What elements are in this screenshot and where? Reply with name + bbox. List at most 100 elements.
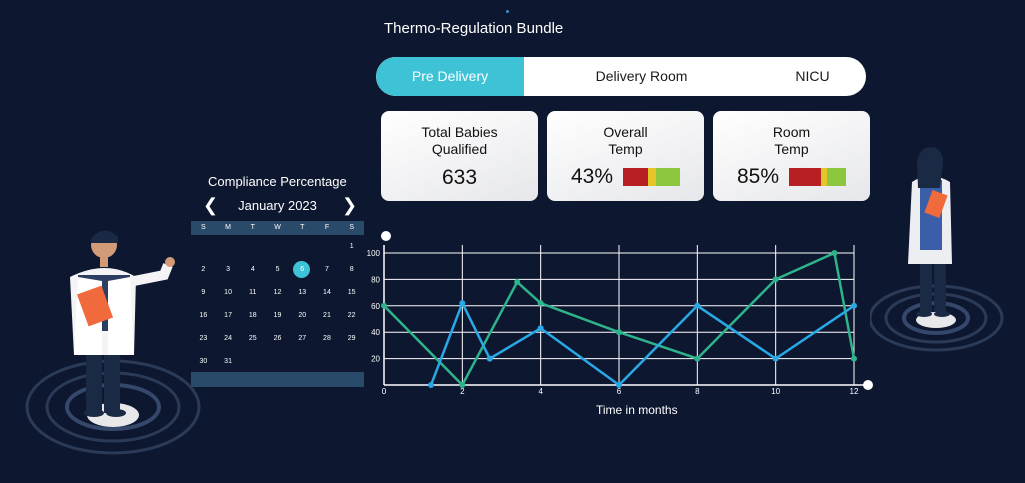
card-room-temp: Room Temp 85% <box>713 111 870 201</box>
nurse-illustration <box>870 147 1004 352</box>
calendar-day[interactable]: 5 <box>275 266 280 273</box>
y-tick-label: 60 <box>371 302 380 311</box>
data-point <box>694 302 701 309</box>
calendar-day[interactable]: 1 <box>349 243 354 250</box>
calendar-month-label: January 2023 <box>238 198 317 213</box>
card-total-babies: Total Babies Qualified 633 <box>381 111 538 201</box>
weekday-label: M <box>225 224 231 231</box>
data-point <box>616 329 622 336</box>
calendar-empty-cell <box>265 350 290 373</box>
y-tick-label: 40 <box>371 328 380 337</box>
top-indicator-dot <box>506 10 509 13</box>
data-point <box>486 355 493 362</box>
calendar-week-row: 23 24 25 26 27 28 29 <box>191 327 364 350</box>
y-tick-label: 20 <box>371 355 380 364</box>
data-point <box>459 382 466 388</box>
data-point <box>772 355 779 362</box>
temp-scale-bar <box>789 168 847 186</box>
calendar-week-row: 16 17 18 19 20 21 22 <box>191 304 364 327</box>
calendar-day[interactable]: 23 <box>199 335 208 342</box>
calendar-empty-cell <box>315 350 340 373</box>
calendar-day[interactable]: 29 <box>347 335 356 342</box>
calendar-day[interactable]: 8 <box>349 266 354 273</box>
calendar-empty-cell <box>265 235 290 258</box>
calendar-day[interactable]: 25 <box>248 335 257 342</box>
card-value: 43% <box>570 165 614 188</box>
calendar-empty-cell <box>339 350 364 373</box>
x-tick-label: 6 <box>617 387 622 396</box>
calendar-empty-cell <box>240 350 265 373</box>
calendar-day[interactable]: 10 <box>224 289 232 296</box>
x-tick-label: 10 <box>771 387 780 396</box>
line-chart: 20 40 60 80 100 0 2 4 6 8 10 12 <box>367 231 873 396</box>
calendar-day[interactable]: 4 <box>250 266 255 273</box>
card-title-line2: Temp <box>774 141 809 157</box>
series-line-1 <box>429 300 855 387</box>
chevron-left-icon[interactable]: ❮ <box>203 195 219 215</box>
calendar-grid: 1 2 3 4 5 6 7 8 9 10 11 12 13 14 15 16 17 18 19 20 21 22 23 24 2… <box>191 235 364 373</box>
calendar-day[interactable]: 17 <box>224 312 232 319</box>
temp-scale-bar <box>623 168 681 186</box>
tab-pre-delivery[interactable]: Pre Delivery <box>376 57 524 96</box>
calendar-day[interactable]: 14 <box>323 289 331 296</box>
card-title-line1: Total Babies <box>421 124 498 140</box>
y-tick-label: 80 <box>371 275 380 284</box>
scale-red <box>789 168 822 186</box>
calendar-day[interactable]: 24 <box>224 335 232 342</box>
weekday-label: T <box>300 224 305 231</box>
calendar-day[interactable]: 13 <box>298 289 307 296</box>
card-overall-temp: Overall Temp 43% <box>547 111 704 201</box>
calendar-empty-cell <box>315 235 340 258</box>
calendar-day[interactable]: 19 <box>273 312 282 319</box>
page-title: Thermo-Regulation Bundle <box>384 20 564 37</box>
calendar-day[interactable]: 2 <box>201 266 206 273</box>
x-tick-label: 8 <box>695 387 700 396</box>
calendar-empty-cell <box>290 350 315 373</box>
scale-red <box>623 168 649 186</box>
calendar-day[interactable]: 15 <box>347 289 356 296</box>
calendar-week-row: 9 10 11 12 13 14 15 <box>191 281 364 304</box>
scale-yellow <box>648 168 657 186</box>
data-point <box>772 276 779 283</box>
weekday-label: W <box>274 224 281 231</box>
calendar-day[interactable]: 22 <box>347 312 356 319</box>
data-point <box>694 355 701 362</box>
chart-x-axis-label: Time in months <box>596 403 678 417</box>
calendar-empty-cell <box>216 235 241 258</box>
calendar-day[interactable]: 28 <box>323 335 331 342</box>
data-point <box>831 250 838 256</box>
calendar-day[interactable]: 30 <box>199 358 208 365</box>
calendar-day[interactable]: 16 <box>199 312 208 319</box>
data-point <box>381 302 387 309</box>
x-tick-label: 2 <box>460 387 465 396</box>
data-point <box>428 382 434 388</box>
doctor-illustration <box>25 230 201 455</box>
chevron-right-icon[interactable]: ❯ <box>342 195 358 215</box>
card-value: 633 <box>441 166 478 189</box>
calendar-day[interactable]: 3 <box>226 266 231 273</box>
calendar-day[interactable]: 18 <box>248 312 257 319</box>
scale-green <box>656 168 681 186</box>
calendar-day[interactable]: 11 <box>249 289 257 296</box>
calendar-empty-cell <box>290 235 315 258</box>
x-axis-end-handle <box>863 380 873 390</box>
calendar-day[interactable]: 27 <box>298 335 307 342</box>
card-title-line1: Overall <box>603 124 648 140</box>
weekday-label: S <box>201 224 206 231</box>
data-point <box>537 325 544 332</box>
calendar-day[interactable]: 31 <box>224 358 232 365</box>
card-value: 85% <box>736 165 780 188</box>
calendar-day[interactable]: 21 <box>323 312 331 319</box>
calendar-day[interactable]: 20 <box>298 312 307 319</box>
calendar-day[interactable]: 9 <box>201 289 206 296</box>
calendar-day[interactable]: 7 <box>325 266 329 273</box>
tab-bar: Pre Delivery Delivery Room NICU <box>376 57 866 96</box>
card-title-line1: Room <box>772 124 811 140</box>
calendar-day[interactable]: 12 <box>273 289 282 296</box>
data-point <box>851 302 857 309</box>
calendar-day[interactable]: 6 <box>290 258 315 281</box>
x-tick-label: 4 <box>538 387 543 396</box>
calendar-day[interactable]: 26 <box>273 335 282 342</box>
tab-delivery-room[interactable]: Delivery Room <box>595 68 688 84</box>
tab-nicu[interactable]: NICU <box>795 68 830 84</box>
